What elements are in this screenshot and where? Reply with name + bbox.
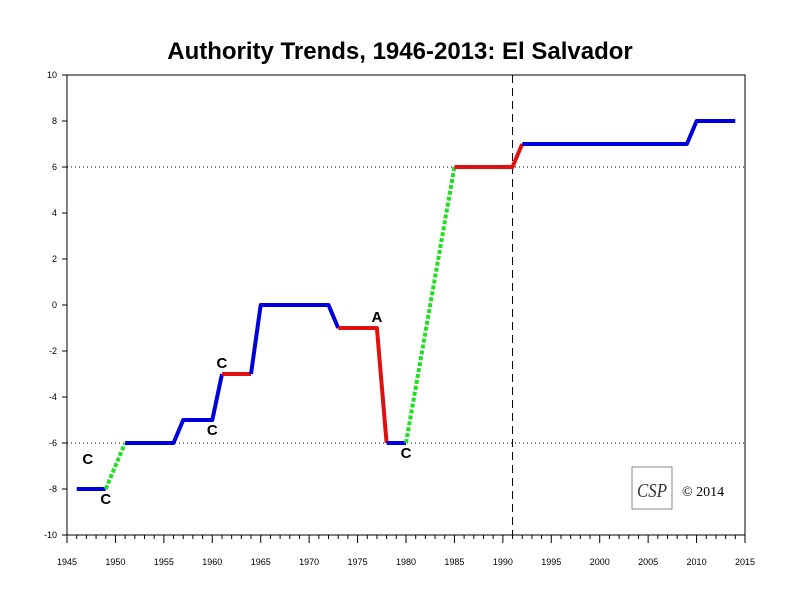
series-segment-unstable [454, 143, 525, 169]
event-annotations: C C C C A C [82, 309, 411, 508]
series-segment-transition [404, 166, 457, 444]
x-tick-label: 1945 [57, 557, 77, 567]
annotation-label: C [217, 355, 228, 372]
annotation-label: C [82, 451, 93, 468]
x-tick-label: 1955 [154, 557, 174, 567]
series-segment-unstable [338, 326, 389, 444]
x-tick-label: 1970 [299, 557, 319, 567]
x-tick-label: 1990 [493, 557, 513, 567]
x-tick-label: 2010 [687, 557, 707, 567]
x-tick-label: 2000 [590, 557, 610, 567]
annotation-label: A [372, 309, 383, 326]
series-segment-transition [103, 442, 127, 490]
series-segment-stable [249, 303, 341, 375]
y-tick-label: -6 [49, 438, 57, 448]
annotation-label: C [401, 445, 412, 462]
x-tick-label: 2015 [735, 557, 755, 567]
y-tick-label: 8 [52, 116, 57, 126]
x-tick-label: 1965 [251, 557, 271, 567]
csp-logo: CSP [631, 466, 673, 510]
series-segment-stable [125, 373, 224, 445]
annotation-label: C [100, 491, 111, 508]
annotation-label: C [207, 422, 218, 439]
csp-logo-text: CSP [637, 480, 667, 502]
x-tick-label: 1975 [348, 557, 368, 567]
y-tick-label: 4 [52, 208, 57, 218]
y-tick-label: -2 [49, 346, 57, 356]
y-tick-label: -8 [49, 484, 57, 494]
copyright-text: © 2014 [682, 485, 724, 500]
y-tick-label: -4 [49, 392, 57, 402]
x-tick-label: 1985 [444, 557, 464, 567]
y-tick-label: 0 [52, 300, 57, 310]
x-tick-label: 1995 [541, 557, 561, 567]
y-tick-label: -10 [44, 530, 57, 540]
x-tick-label: 2005 [638, 557, 658, 567]
x-tick-label: 1960 [202, 557, 222, 567]
y-tick-label: 6 [52, 162, 57, 172]
x-tick-label: 1950 [105, 557, 125, 567]
y-tick-label: 2 [52, 254, 57, 264]
chart-title: Authority Trends, 1946-2013: El Salvador [167, 38, 633, 65]
series-segment-stable [522, 119, 736, 146]
x-tick-label: 1980 [396, 557, 416, 567]
y-tick-label: 10 [47, 70, 57, 80]
